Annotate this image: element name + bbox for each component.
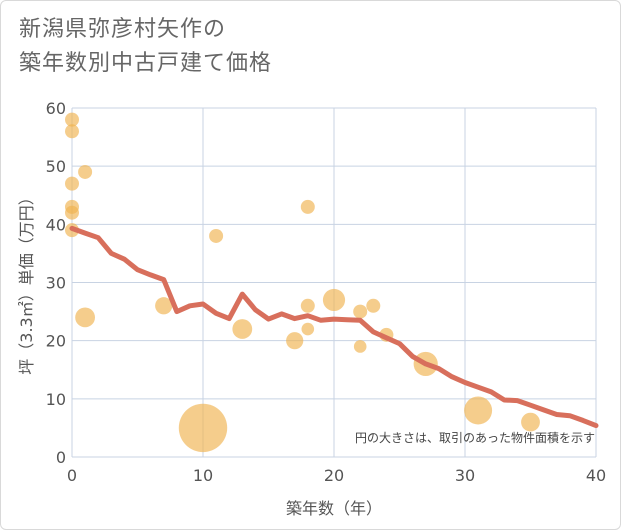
data-bubble — [300, 298, 315, 313]
data-bubble — [286, 332, 304, 350]
data-bubble — [178, 403, 228, 453]
data-bubble — [65, 205, 79, 220]
data-bubble — [366, 298, 381, 313]
x-tick-label: 30 — [455, 466, 475, 485]
data-bubble — [65, 124, 79, 139]
y-tick-label: 10 — [46, 390, 66, 409]
y-tick-label: 60 — [46, 99, 66, 118]
x-tick-labels: 0 10 20 30 40 — [67, 466, 606, 485]
data-bubble — [65, 112, 79, 127]
data-bubble — [521, 412, 540, 432]
x-tick-label: 0 — [67, 466, 77, 485]
data-bubble — [464, 396, 493, 425]
x-axis-label: 築年数（年） — [286, 499, 382, 518]
x-tick-label: 10 — [193, 466, 213, 485]
data-bubble — [232, 319, 253, 339]
data-bubble — [322, 288, 346, 312]
y-axis-label: 坪（3.3㎡）単価（万円） — [17, 189, 36, 374]
y-tick-label: 0 — [56, 448, 66, 467]
data-bubble — [75, 307, 95, 328]
average-line-layer — [69, 225, 599, 429]
data-bubble — [155, 297, 173, 315]
y-tick-label: 30 — [46, 274, 66, 293]
y-tick-label: 40 — [46, 215, 66, 234]
y-tick-label: 50 — [46, 157, 66, 176]
y-tick-labels: 0 10 20 30 40 50 60 — [46, 99, 66, 467]
data-bubble — [301, 322, 315, 336]
y-tick-label: 20 — [46, 332, 66, 351]
data-bubble — [300, 199, 315, 214]
average-price-line — [69, 225, 599, 429]
chart-title: 新潟県弥彦村矢作の 築年数別中古戸建て価格 — [19, 13, 272, 81]
chart-title-line-2: 築年数別中古戸建て価格 — [19, 51, 273, 76]
data-bubble — [353, 304, 368, 319]
chart-title-line-1: 新潟県弥彦村矢作の — [19, 17, 227, 42]
x-tick-label: 20 — [324, 466, 344, 485]
data-bubble — [353, 340, 367, 353]
data-bubble — [78, 164, 93, 179]
x-tick-label: 40 — [586, 466, 606, 485]
data-bubble — [209, 228, 224, 243]
bubble-size-note: 円の大きさは、取引のあった物件面積を示す — [355, 430, 595, 445]
data-bubble — [65, 176, 79, 191]
